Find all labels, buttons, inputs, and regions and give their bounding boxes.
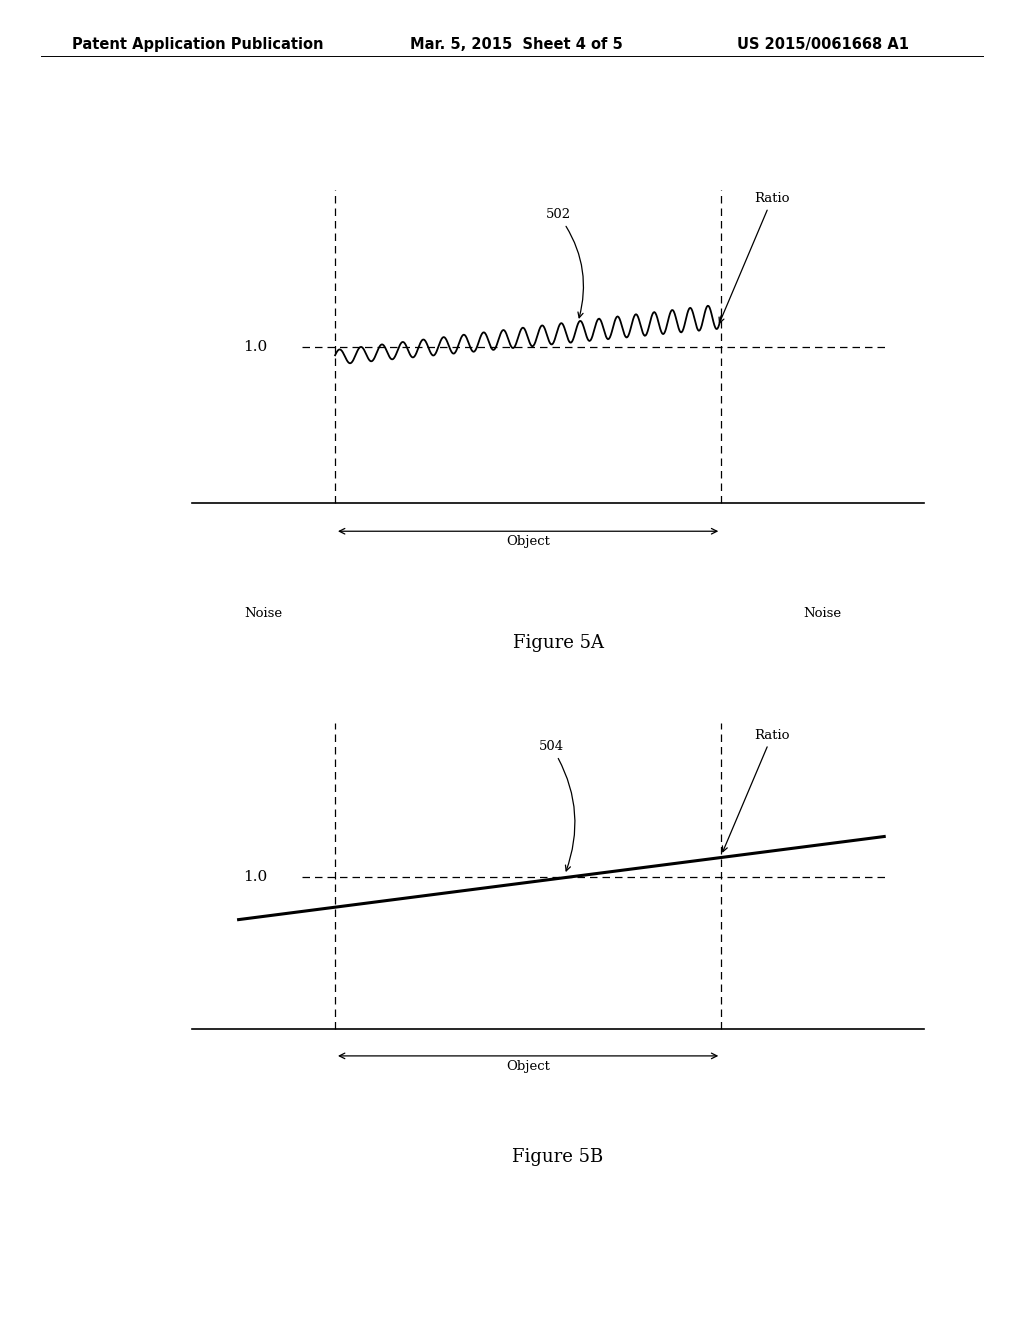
- Text: US 2015/0061668 A1: US 2015/0061668 A1: [737, 37, 909, 53]
- Text: 1.0: 1.0: [243, 341, 267, 354]
- Text: Ratio: Ratio: [719, 191, 790, 323]
- Text: Mar. 5, 2015  Sheet 4 of 5: Mar. 5, 2015 Sheet 4 of 5: [410, 37, 623, 53]
- Text: Figure 5A: Figure 5A: [513, 634, 603, 652]
- Text: Object: Object: [506, 536, 550, 548]
- Text: 502: 502: [546, 209, 584, 318]
- Text: 1.0: 1.0: [243, 870, 267, 884]
- Text: 504: 504: [539, 741, 574, 871]
- Text: Patent Application Publication: Patent Application Publication: [72, 37, 324, 53]
- Text: Figure 5B: Figure 5B: [512, 1148, 604, 1167]
- Text: Ratio: Ratio: [722, 729, 790, 851]
- Text: Noise: Noise: [804, 607, 842, 620]
- Text: Object: Object: [506, 1060, 550, 1073]
- Text: Noise: Noise: [245, 607, 283, 620]
